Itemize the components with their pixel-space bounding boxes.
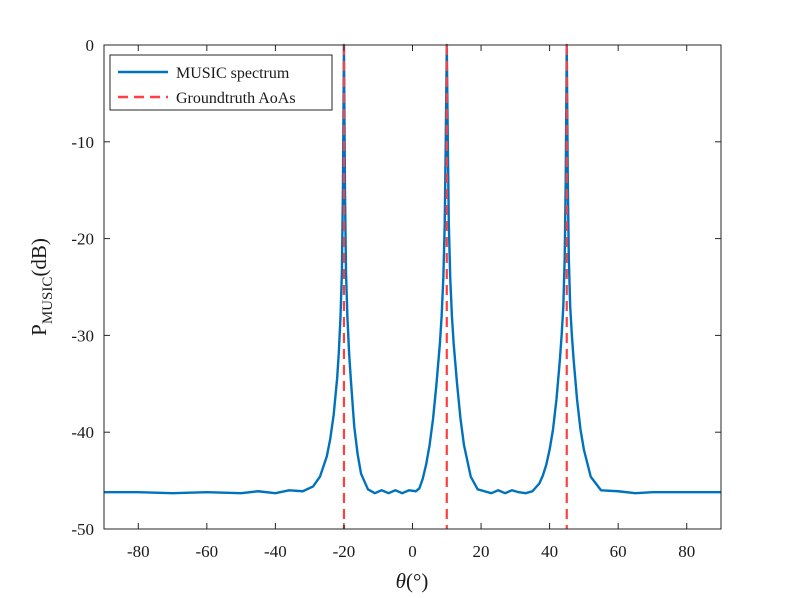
x-tick-label: 20: [473, 542, 490, 561]
x-tick-label: -40: [264, 542, 287, 561]
y-tick-label: 0: [86, 36, 95, 55]
y-tick-label: -30: [71, 326, 94, 345]
x-axis-label-symbol: θ: [396, 569, 406, 593]
legend-box: [109, 54, 333, 111]
y-axis-ticks: 0 -10 -20 -30 -40 -50: [71, 36, 721, 539]
x-axis-ticks: -80 -60 -40 -20 0 20 40 60 80: [127, 45, 695, 561]
x-tick-label: 60: [610, 542, 627, 561]
x-axis-label: θ(°): [396, 569, 429, 593]
x-tick-label: 80: [678, 542, 695, 561]
x-axis-label-unit: (°): [406, 569, 428, 593]
y-axis-label-main: P: [27, 324, 51, 336]
x-tick-label: 0: [408, 542, 417, 561]
legend-label-spectrum: MUSIC spectrum: [176, 65, 290, 82]
plot-area: [104, 45, 721, 529]
y-tick-label: -40: [71, 423, 94, 442]
legend: MUSIC spectrum Groundtruth AoAs: [109, 54, 333, 111]
groundtruth-layer: [342, 45, 568, 529]
y-axis-label-unit: (dB): [27, 238, 51, 277]
x-tick-label: -60: [195, 542, 218, 561]
y-tick-label: -20: [71, 230, 94, 249]
legend-label-groundtruth: Groundtruth AoAs: [176, 90, 296, 107]
x-tick-label: 40: [541, 542, 558, 561]
y-tick-label: -10: [71, 133, 94, 152]
y-axis-label: PMUSIC(dB): [27, 238, 56, 336]
x-tick-label: -80: [127, 542, 150, 561]
y-axis-label-subscript: MUSIC: [40, 277, 56, 325]
x-tick-label: -20: [333, 542, 356, 561]
y-tick-label: -50: [71, 520, 94, 539]
